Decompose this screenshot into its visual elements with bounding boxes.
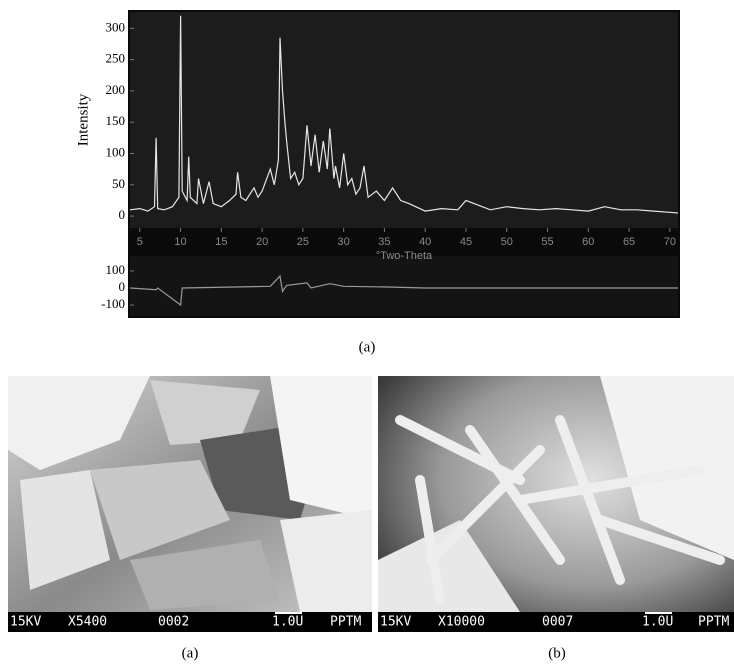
sem-label: X5400	[68, 615, 107, 630]
data-line	[129, 15, 679, 214]
sem-label: PPTM	[698, 615, 729, 630]
y-tick-label: 150	[106, 113, 126, 128]
x-tick-label: 70	[664, 236, 676, 248]
x-tick-label: 30	[338, 236, 350, 248]
x-tick-label: 25	[297, 236, 309, 248]
sem-label: 0007	[542, 615, 573, 630]
x-tick-label: 15	[215, 236, 227, 248]
plot-area	[130, 12, 678, 228]
x-tick-label: 35	[378, 236, 390, 248]
x-tick-label: 10	[174, 236, 186, 248]
x-tick-label: 5	[137, 236, 143, 248]
sem-label: 15KV	[10, 615, 41, 630]
sem-label: 15KV	[380, 615, 411, 630]
y-tick-label: -100	[101, 296, 125, 311]
x-tick-label: 40	[419, 236, 431, 248]
x-tick-label: 20	[256, 236, 268, 248]
sem-image	[8, 376, 372, 632]
y-tick-label: 0	[119, 207, 126, 222]
sem-image	[378, 376, 734, 632]
caption: (b)	[548, 645, 566, 661]
y-tick-label: 100	[106, 144, 126, 159]
sem-label: 1.0U	[272, 615, 303, 630]
sem-label: 0002	[158, 615, 189, 630]
x-tick-label: 55	[541, 236, 553, 248]
y-tick-label: 250	[106, 51, 126, 66]
y-tick-label: 200	[106, 82, 126, 97]
x-tick-label: 50	[501, 236, 513, 248]
sem-label: X10000	[438, 615, 485, 630]
x-tick-label: 60	[582, 236, 594, 248]
caption: (a)	[359, 339, 376, 355]
sem-label: PPTM	[330, 615, 361, 630]
x-tick-label: 45	[460, 236, 472, 248]
y-axis-label: Intensity	[75, 93, 91, 146]
residual-area	[130, 256, 678, 316]
y-tick-label: 100	[106, 262, 126, 277]
data-line	[129, 274, 678, 307]
x-axis-label: °Two-Theta	[376, 250, 433, 262]
y-tick-label: 300	[106, 19, 126, 34]
sem-label: 1.0U	[642, 615, 673, 630]
y-tick-label: 50	[112, 176, 125, 191]
y-tick-label: 0	[119, 279, 126, 294]
caption: (a)	[182, 645, 199, 661]
x-tick-label: 65	[623, 236, 635, 248]
